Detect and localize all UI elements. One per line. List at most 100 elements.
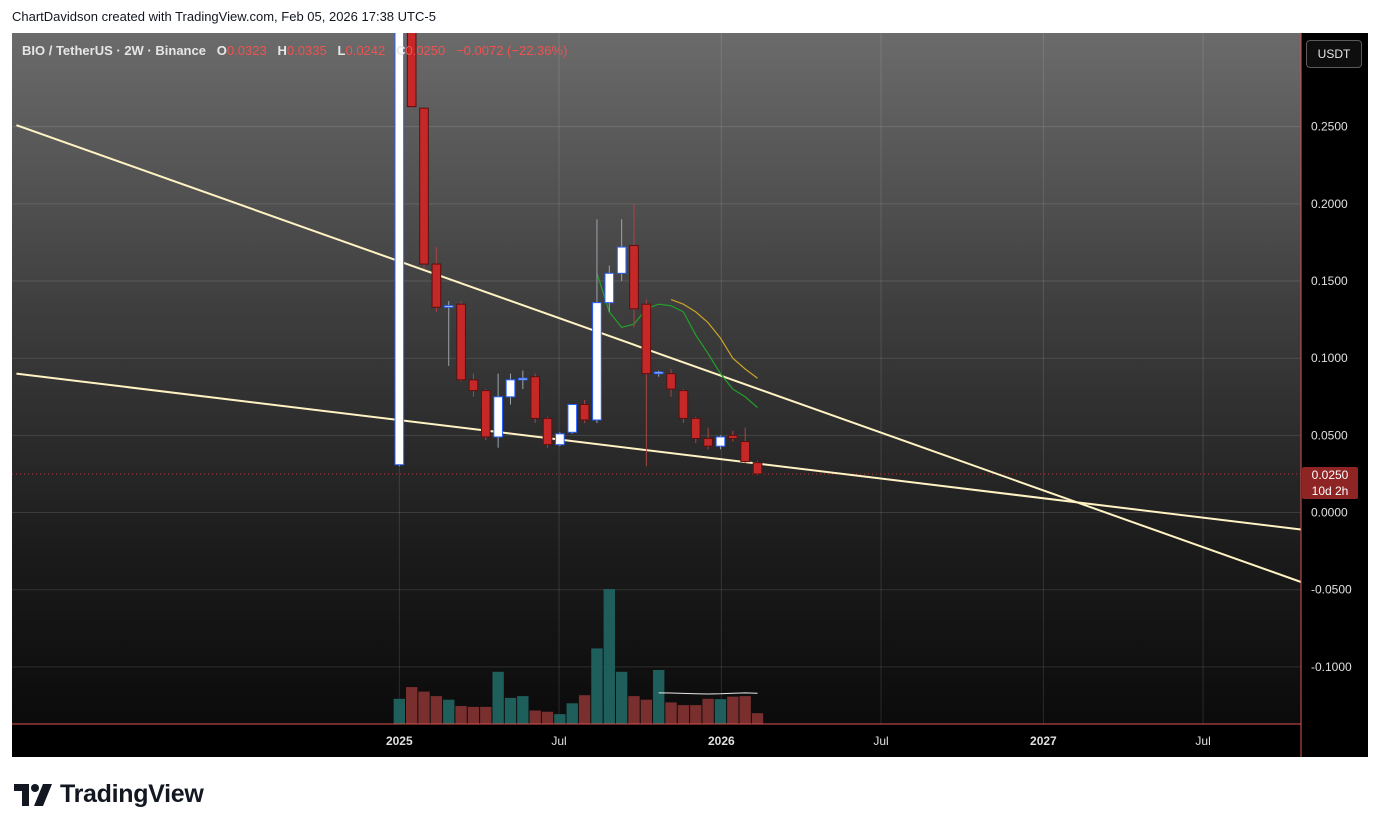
candle-body — [690, 417, 701, 439]
volume-bar — [541, 711, 554, 724]
volume-bar — [566, 703, 578, 724]
tradingview-logo-icon — [14, 783, 52, 806]
symbol-name: BIO / TetherUS · 2W · Binance — [22, 43, 206, 58]
volume-bar — [702, 698, 714, 724]
x-tick-label: 2025 — [386, 734, 413, 748]
y-tick-label: -0.0500 — [1311, 583, 1352, 597]
volume-bar — [418, 691, 430, 724]
volume-bar — [615, 671, 628, 724]
candle-body — [629, 245, 639, 310]
moving-averages — [596, 273, 758, 409]
volume-bar — [393, 698, 405, 724]
volume-ma — [658, 692, 758, 695]
x-tick-label: Jul — [1195, 734, 1210, 748]
chart-author-header: ChartDavidson created with TradingView.c… — [12, 9, 436, 24]
candle-body — [555, 433, 565, 446]
y-tick-label: 0.1500 — [1311, 274, 1348, 288]
volume-bar — [578, 695, 591, 724]
ma-fast-line — [596, 273, 758, 409]
volume-bar — [529, 710, 541, 724]
volume-bar — [628, 696, 640, 724]
candle-body — [616, 246, 627, 274]
close-value: 0.0250 — [405, 43, 446, 58]
y-tick-label: 0.2500 — [1311, 120, 1348, 134]
y-tick-label: 0.2000 — [1311, 197, 1348, 211]
y-tick-label: -0.1000 — [1311, 660, 1352, 674]
y-tick-label: 0.0000 — [1311, 506, 1348, 520]
bar-countdown: 10d 2h — [1311, 484, 1349, 498]
candle-body — [493, 396, 503, 438]
candle-body — [480, 390, 491, 438]
volume-bar — [492, 671, 504, 724]
change-value: −0.0072 (−22.36%) — [456, 43, 568, 58]
candle-body — [666, 373, 676, 390]
candle-body — [592, 302, 602, 421]
y-tick-label: 0.0500 — [1311, 428, 1348, 442]
candle-body — [703, 437, 713, 447]
high-value: 0.0335 — [286, 43, 327, 58]
x-tick-label: 2026 — [708, 734, 735, 748]
open-label: O — [216, 43, 227, 58]
volume-bar — [443, 699, 455, 724]
candle-body — [468, 379, 479, 392]
volume-bar — [504, 697, 517, 724]
symbol-legend: BIO / TetherUS · 2W · Binance O0.0323 H0… — [22, 43, 567, 58]
candles — [394, 33, 763, 476]
volume-bar — [727, 696, 739, 724]
volume-bar — [739, 696, 751, 724]
candle-body — [715, 436, 726, 447]
low-label: L — [337, 43, 346, 58]
tradingview-logo-text: TradingView — [60, 780, 204, 808]
volume-bar — [603, 589, 615, 724]
candle-body — [678, 390, 689, 419]
last-price-value: 0.0250 — [1311, 468, 1349, 482]
candle-body — [518, 377, 528, 381]
volume-bars — [393, 589, 764, 724]
high-label: H — [277, 43, 287, 58]
candle-body — [542, 417, 553, 446]
volume-bar — [455, 706, 467, 724]
volume-bar — [665, 702, 677, 724]
candle-body — [456, 303, 466, 381]
trendline — [16, 124, 1302, 583]
volume-bar — [591, 648, 603, 724]
candle-body — [653, 371, 664, 375]
candle-body — [567, 404, 578, 433]
low-value: 0.0242 — [345, 43, 386, 58]
volume-bar — [640, 699, 653, 724]
y-tick-label: 0.1000 — [1311, 351, 1348, 365]
candlestick-chart[interactable]: 0.2500 0.2000 0.1500 0.1000 0.0500 0.0000 -0.0… — [12, 33, 1368, 757]
candle-body — [431, 263, 442, 308]
x-tick-label: 2027 — [1030, 734, 1057, 748]
x-tick-label: Jul — [873, 734, 888, 748]
currency-button[interactable]: USDT — [1306, 40, 1362, 68]
trendlines — [16, 124, 1302, 583]
candle-body — [752, 462, 763, 475]
volume-bar — [405, 687, 418, 724]
volume-bar — [677, 705, 690, 724]
candle-body — [604, 272, 615, 304]
candle-body — [505, 379, 516, 398]
volume-bar — [554, 714, 566, 724]
volume-bar — [467, 706, 480, 724]
volume-bar — [480, 706, 492, 724]
open-value: 0.0323 — [226, 43, 267, 58]
volume-bar — [690, 705, 702, 724]
candle-body — [419, 107, 429, 265]
chart-frame: 0.2500 0.2000 0.1500 0.1000 0.0500 0.0000 -0.0… — [12, 33, 1368, 757]
last-price-tag: 0.0250 10d 2h — [1302, 467, 1358, 499]
tradingview-logo[interactable]: TradingView — [14, 780, 204, 809]
volume-bar — [653, 670, 665, 724]
candle-body — [530, 376, 541, 419]
candle-body — [740, 441, 750, 463]
volume-bar — [430, 696, 443, 724]
volume-bar — [751, 713, 764, 724]
candle-body — [727, 434, 738, 439]
plot-area[interactable] — [12, 33, 1301, 724]
volume-bar — [714, 699, 727, 724]
x-tick-label: Jul — [551, 734, 566, 748]
candle-body — [443, 305, 454, 308]
ma-slow-line — [670, 298, 758, 379]
axes: 0.2500 0.2000 0.1500 0.1000 0.0500 0.0000 -0.0… — [12, 33, 1352, 757]
trendline — [16, 372, 1302, 531]
